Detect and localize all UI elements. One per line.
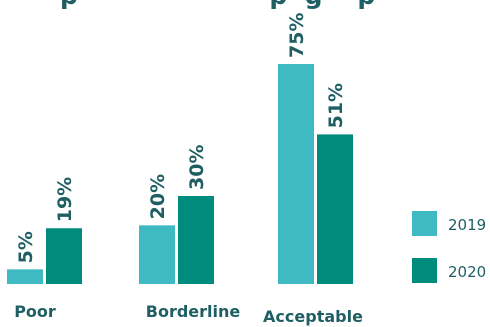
- legend-swatch-2020: [412, 258, 437, 283]
- bars-group: [7, 64, 353, 284]
- chart-title: p p g p: [60, 0, 375, 10]
- bar-poor-2019: [7, 269, 43, 284]
- category-label-poor: Poor: [14, 302, 56, 321]
- legend-label-2019: 2019: [448, 216, 486, 234]
- value-label-borderline-2019: 20%: [147, 174, 169, 219]
- category-labels-group: Poor Borderline Acceptable: [14, 302, 363, 326]
- bar-acceptable-2019: [278, 64, 314, 284]
- value-labels-group: 5% 19% 20% 30% 75% 51%: [15, 13, 347, 264]
- bar-poor-2020: [46, 228, 82, 284]
- value-label-poor-2020: 19%: [54, 177, 76, 222]
- bar-acceptable-2020: [317, 134, 353, 284]
- legend-swatch-2019: [412, 211, 437, 236]
- legend: 2019 2020: [412, 211, 486, 283]
- category-label-acceptable: Acceptable: [263, 307, 363, 326]
- value-label-acceptable-2019: 75%: [286, 13, 308, 58]
- bar-borderline-2019: [139, 225, 175, 284]
- category-label-borderline: Borderline: [146, 302, 241, 321]
- bar-borderline-2020: [178, 196, 214, 284]
- value-label-borderline-2020: 30%: [186, 145, 208, 190]
- value-label-poor-2019: 5%: [15, 231, 37, 263]
- legend-label-2020: 2020: [448, 263, 486, 281]
- value-label-acceptable-2020: 51%: [325, 83, 347, 128]
